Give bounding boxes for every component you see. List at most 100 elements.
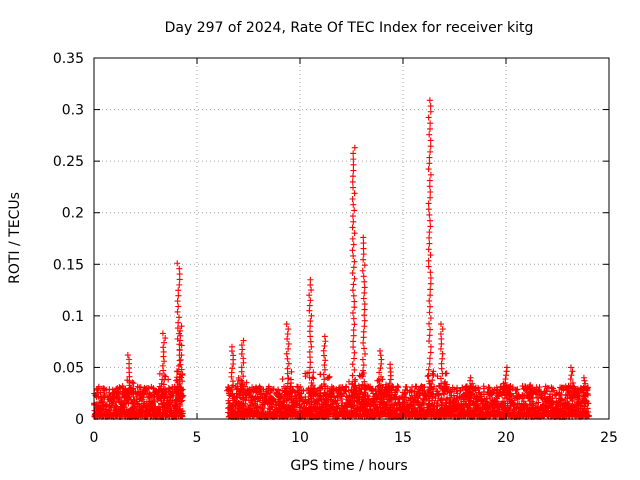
data-point: [176, 265, 183, 272]
data-point: [176, 362, 183, 369]
data-point: [304, 370, 311, 377]
y-tick-label: 0.25: [53, 154, 84, 170]
data-point: [307, 323, 314, 330]
data-point: [360, 240, 367, 247]
data-point: [564, 392, 571, 399]
data-point: [228, 343, 235, 350]
data-point: [350, 218, 357, 225]
data-point: [535, 399, 542, 406]
data-point: [388, 395, 395, 402]
data-point: [566, 400, 573, 407]
data-point: [361, 301, 368, 308]
data-point: [306, 302, 313, 309]
data-point: [238, 342, 245, 349]
data-point: [124, 377, 131, 384]
data-point: [161, 372, 168, 379]
data-point: [499, 385, 506, 392]
data-point: [467, 377, 474, 384]
data-point: [425, 263, 432, 270]
data-point: [538, 394, 545, 401]
data-point: [284, 335, 291, 342]
data-point: [350, 252, 357, 259]
data-point: [160, 344, 167, 351]
data-point: [427, 125, 434, 132]
data-point: [351, 144, 358, 151]
data-point: [128, 390, 135, 397]
data-point: [285, 340, 292, 347]
data-point: [95, 383, 102, 390]
data-point: [417, 392, 424, 399]
data-point: [159, 376, 166, 383]
data-point: [350, 338, 357, 345]
data-point: [313, 388, 320, 395]
data-point: [349, 235, 356, 242]
data-point: [284, 365, 291, 372]
data-point: [116, 384, 123, 391]
data-point: [403, 383, 410, 390]
data-point: [289, 387, 296, 394]
data-point: [226, 399, 233, 406]
data-point: [506, 383, 513, 390]
data-point: [240, 355, 247, 362]
data-point: [427, 343, 434, 350]
data-point: [283, 350, 290, 357]
y-tick-label: 0: [75, 412, 84, 428]
x-tick-label: 15: [394, 430, 412, 446]
data-point: [421, 384, 428, 391]
data-point: [361, 382, 368, 389]
data-point: [527, 381, 534, 388]
data-point: [239, 395, 246, 402]
data-point: [321, 362, 328, 369]
data-point: [355, 382, 362, 389]
data-point: [434, 373, 441, 380]
data-point: [426, 355, 433, 362]
data-point: [297, 383, 304, 390]
data-point: [507, 403, 514, 410]
data-point: [426, 320, 433, 327]
data-point: [163, 389, 170, 396]
data-point: [349, 270, 356, 277]
data-point: [572, 388, 579, 395]
data-point: [376, 347, 383, 354]
data-point: [523, 392, 530, 399]
data-point: [307, 318, 314, 325]
data-point: [426, 154, 433, 161]
data-point: [585, 413, 592, 420]
data-point: [350, 332, 357, 339]
data-point: [308, 343, 315, 350]
data-point: [349, 372, 356, 379]
data-point: [134, 400, 141, 407]
data-point: [306, 328, 313, 335]
data-point: [158, 380, 165, 387]
data-point: [334, 397, 341, 404]
grid-lines: [94, 58, 609, 419]
data-point: [178, 342, 185, 349]
data-point: [361, 284, 368, 291]
data-point: [116, 394, 123, 401]
data-point: [280, 398, 287, 405]
data-point: [350, 264, 357, 271]
data-point: [466, 384, 473, 391]
data-point: [378, 356, 385, 363]
data-point: [430, 372, 437, 379]
data-point: [386, 391, 393, 398]
data-point: [285, 360, 292, 367]
data-point: [454, 384, 461, 391]
data-point: [345, 378, 352, 385]
data-point: [307, 359, 314, 366]
data-point: [349, 287, 356, 294]
data-point: [176, 276, 183, 283]
data-point: [162, 386, 169, 393]
data-point: [425, 257, 432, 264]
data-point: [308, 287, 315, 294]
data-point: [176, 401, 183, 408]
data-point: [322, 392, 329, 399]
data-point: [178, 387, 185, 394]
data-point: [225, 386, 232, 393]
data-point: [173, 368, 180, 375]
data-point: [310, 369, 317, 376]
y-tick-label: 0.35: [53, 51, 84, 67]
data-point: [481, 385, 488, 392]
data-point: [162, 373, 169, 380]
data-point: [171, 383, 178, 390]
